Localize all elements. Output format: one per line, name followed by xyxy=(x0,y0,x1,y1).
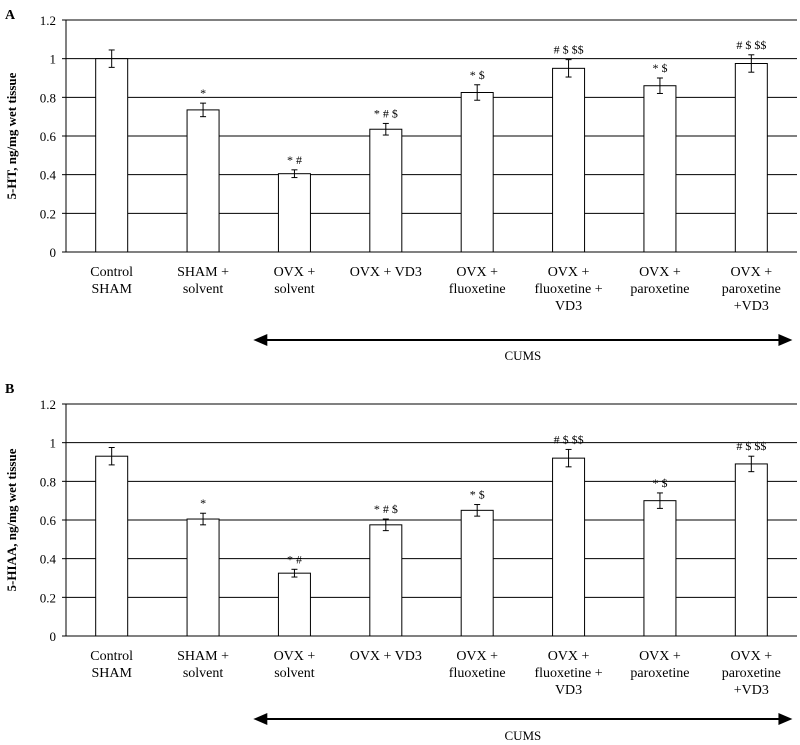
cums-arrow-head-left xyxy=(253,713,268,725)
y-tick-label: 0 xyxy=(50,629,57,644)
significance-label: # $ $$ xyxy=(554,432,584,446)
y-tick-label: 1 xyxy=(50,436,57,451)
panel-a: A 5-HT, ng/mg wet tissue 0 0.2 0.4 0.6 0.8 1 1.2… xyxy=(4,8,797,363)
x-tick-label: SHAM + solvent xyxy=(177,265,229,297)
y-tick-label: 1.2 xyxy=(40,13,56,28)
bar xyxy=(552,67,586,253)
bar xyxy=(734,63,768,253)
bar xyxy=(643,500,677,637)
y-axis-label: 5-HIAA, ng/mg wet tissue xyxy=(4,448,19,591)
bar xyxy=(369,524,403,637)
y-axis-label: 5-HT, ng/mg wet tissue xyxy=(4,72,19,199)
y-tick-label: 0.6 xyxy=(40,513,57,528)
significance-label: * xyxy=(200,496,206,510)
x-tick-label: OVX + paroxetine +VD3 xyxy=(722,649,781,698)
significance-label: # $ $$ xyxy=(554,43,584,57)
y-tick-label: 0.2 xyxy=(40,590,56,605)
y-tick-label: 0 xyxy=(50,245,57,260)
bar xyxy=(552,457,586,637)
significance-label: * $ xyxy=(652,61,667,75)
panel-b: B 5-HIAA, ng/mg wet tissue 0 0.2 0.4 0.6 0.8 1 1… xyxy=(4,382,797,743)
x-tick-label: SHAM + solvent xyxy=(177,649,229,681)
significance-label: * # xyxy=(287,552,302,566)
cums-arrow-head-left xyxy=(253,334,268,346)
x-tick-label: OVX + fluoxetine xyxy=(449,649,506,681)
x-tick-label: OVX + fluoxetine + VD3 xyxy=(534,649,602,698)
y-tick-label: 0.2 xyxy=(40,206,56,221)
significance-label: * xyxy=(200,86,206,100)
x-tick-label: OVX + paroxetine xyxy=(630,649,689,681)
cums-arrow-head-right xyxy=(778,713,793,725)
x-tick-label: OVX + fluoxetine + VD3 xyxy=(534,265,602,314)
bar xyxy=(277,173,311,253)
x-tick-label: OVX + fluoxetine xyxy=(449,265,506,297)
bar xyxy=(95,58,129,253)
bar xyxy=(186,518,220,637)
x-tick-label: OVX + paroxetine +VD3 xyxy=(722,265,781,314)
bar xyxy=(643,85,677,253)
significance-label: # $ $$ xyxy=(736,38,766,52)
x-tick-label: OVX + solvent xyxy=(274,265,316,297)
x-tick-label: OVX + paroxetine xyxy=(630,265,689,297)
bar xyxy=(186,109,220,253)
y-tick-label: 0.4 xyxy=(40,168,57,183)
y-tick-label: 1 xyxy=(50,52,57,67)
bar xyxy=(369,128,403,253)
cums-label: CUMS xyxy=(504,728,541,743)
x-tick-label: OVX + VD3 xyxy=(350,649,422,664)
significance-label: * # xyxy=(287,153,302,167)
bar xyxy=(277,572,311,637)
y-tick-label: 0.6 xyxy=(40,129,57,144)
significance-label: * # $ xyxy=(374,502,398,516)
x-tick-label: OVX + VD3 xyxy=(350,265,422,280)
cums-arrow-head-right xyxy=(778,334,793,346)
y-tick-label: 0.4 xyxy=(40,552,57,567)
cums-label: CUMS xyxy=(504,348,541,363)
x-tick-label: OVX + solvent xyxy=(274,649,316,681)
bar xyxy=(460,92,494,253)
significance-label: * # $ xyxy=(374,106,398,120)
significance-label: # $ $$ xyxy=(736,439,766,453)
bar xyxy=(95,455,129,637)
x-tick-label: Control SHAM xyxy=(90,649,133,681)
bar xyxy=(460,509,494,637)
significance-label: * $ xyxy=(470,68,485,82)
y-tick-label: 0.8 xyxy=(40,90,56,105)
significance-label: * $ xyxy=(652,476,667,490)
panel-label: B xyxy=(5,382,14,397)
significance-label: * $ xyxy=(470,488,485,502)
x-tick-label: Control SHAM xyxy=(90,265,133,297)
y-tick-label: 1.2 xyxy=(40,397,56,412)
y-tick-label: 0.8 xyxy=(40,474,56,489)
bar xyxy=(734,463,768,637)
panel-label: A xyxy=(5,8,16,23)
